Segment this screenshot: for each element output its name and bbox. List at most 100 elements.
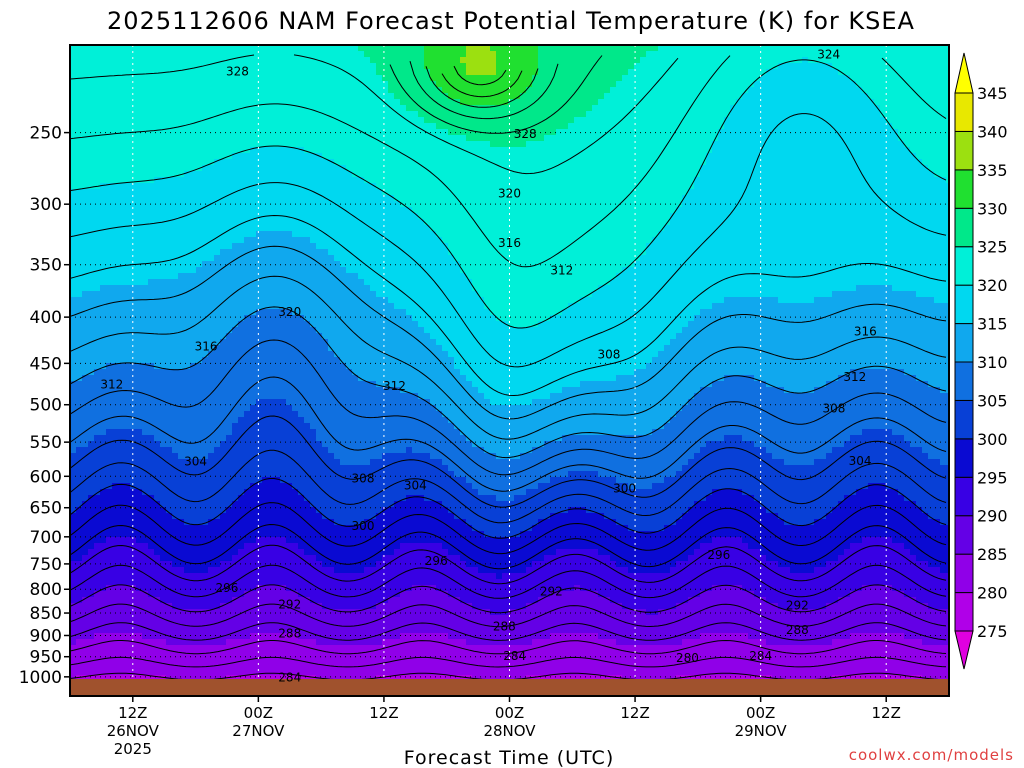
field-cell [514, 111, 521, 118]
field-cell [502, 153, 509, 160]
field-cell [214, 147, 221, 154]
field-cell [922, 141, 929, 148]
field-cell [472, 213, 479, 220]
field-cell [454, 117, 461, 124]
field-cell [430, 87, 437, 94]
field-cell [142, 69, 149, 76]
field-cell [178, 99, 185, 106]
field-cell [130, 237, 137, 244]
field-cell [796, 153, 803, 160]
field-cell [640, 117, 647, 124]
field-cell [622, 219, 629, 226]
field-cell [364, 141, 371, 148]
field-cell [862, 219, 869, 226]
field-cell [94, 99, 101, 106]
field-cell [778, 117, 785, 124]
field-cell [394, 81, 401, 88]
field-cell [274, 231, 281, 238]
field-cell [250, 171, 257, 178]
field-cell [178, 45, 185, 52]
field-cell [640, 63, 647, 70]
field-cell [334, 81, 341, 88]
field-cell [628, 237, 635, 244]
field-cell [250, 135, 257, 142]
field-cell [790, 87, 797, 94]
field-cell [364, 237, 371, 244]
field-cell [718, 207, 725, 214]
field-cell [514, 219, 521, 226]
field-cell [688, 135, 695, 142]
field-cell [850, 105, 857, 112]
field-cell [652, 57, 659, 64]
field-cell [334, 63, 341, 70]
field-cell [232, 111, 239, 118]
field-cell [124, 171, 131, 178]
field-cell [694, 141, 701, 148]
field-cell [898, 69, 905, 76]
field-cell [682, 93, 689, 100]
field-cell [334, 117, 341, 124]
field-cell [496, 219, 503, 226]
field-cell [502, 237, 509, 244]
field-cell [910, 171, 917, 178]
field-cell [646, 189, 653, 196]
field-cell [778, 189, 785, 196]
field-cell [190, 45, 197, 52]
field-cell [370, 57, 377, 64]
field-cell [250, 237, 257, 244]
field-cell [532, 87, 539, 94]
field-cell [94, 225, 101, 232]
field-cell [484, 225, 491, 232]
field-cell [400, 213, 407, 220]
field-cell [82, 69, 89, 76]
field-cell [946, 231, 949, 238]
field-cell [862, 99, 869, 106]
field-cell [694, 135, 701, 142]
field-cell [832, 237, 839, 244]
field-cell [946, 93, 949, 100]
field-cell [622, 81, 629, 88]
field-cell [226, 243, 233, 250]
field-cell [934, 57, 941, 64]
field-cell [184, 129, 191, 136]
field-cell [634, 141, 641, 148]
field-cell [376, 117, 383, 124]
field-cell [814, 141, 821, 148]
field-cell [436, 183, 443, 190]
field-cell [862, 93, 869, 100]
field-cell [256, 219, 263, 226]
field-cell [664, 207, 671, 214]
field-cell [160, 123, 167, 130]
field-cell [382, 153, 389, 160]
field-cell [166, 201, 173, 208]
field-cell [94, 87, 101, 94]
field-cell [802, 87, 809, 94]
field-cell [460, 195, 467, 202]
field-cell [394, 165, 401, 172]
field-cell [892, 99, 899, 106]
field-cell [904, 243, 911, 250]
field-cell [406, 153, 413, 160]
field-cell [484, 117, 491, 124]
field-cell [130, 75, 137, 82]
field-cell [454, 201, 461, 208]
field-cell [520, 93, 527, 100]
field-cell [256, 207, 263, 214]
field-cell [892, 51, 899, 58]
field-cell [268, 237, 275, 244]
field-cell [910, 219, 917, 226]
field-cell [94, 81, 101, 88]
field-cell [652, 135, 659, 142]
field-cell [382, 51, 389, 58]
field-cell [244, 141, 251, 148]
field-cell [790, 105, 797, 112]
field-cell [142, 45, 149, 52]
field-cell [772, 165, 779, 172]
field-cell [124, 99, 131, 106]
field-cell [292, 147, 299, 154]
field-cell [790, 57, 797, 64]
field-cell [820, 135, 827, 142]
field-cell [868, 171, 875, 178]
field-cell [730, 111, 737, 118]
field-cell [268, 165, 275, 172]
